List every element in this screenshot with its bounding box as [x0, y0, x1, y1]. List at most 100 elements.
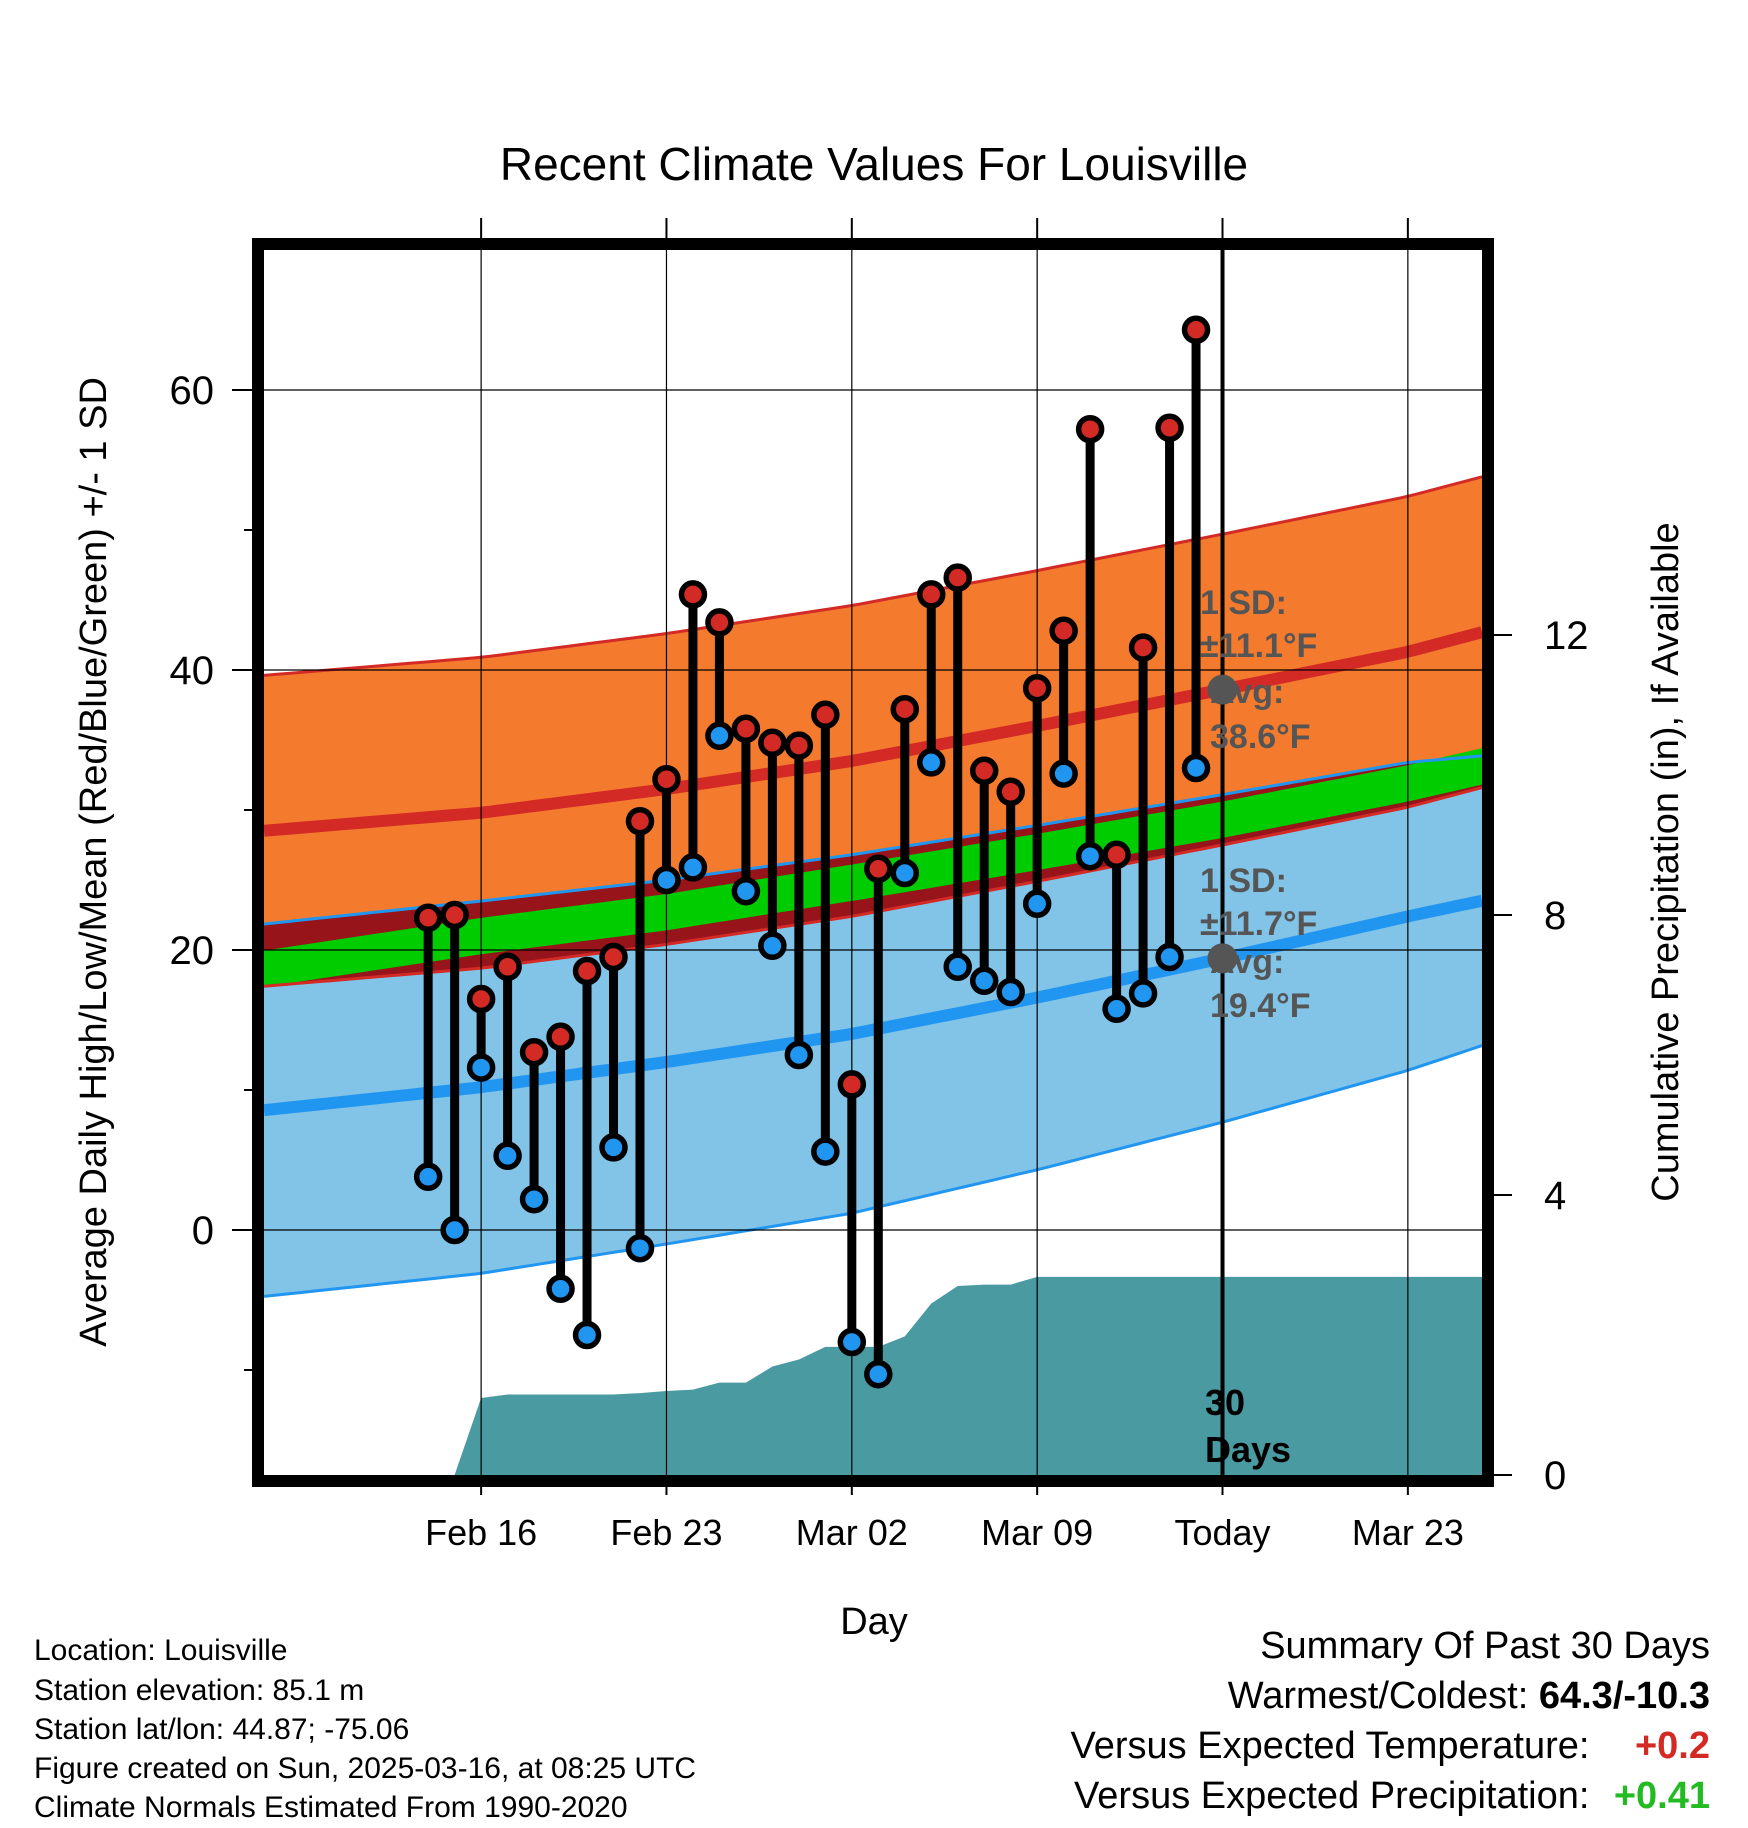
high-temp-point — [678, 580, 708, 609]
high-temp-point — [1181, 315, 1211, 345]
low-avg-value: 19.4°F — [1210, 987, 1311, 1025]
x-tick-label: Mar 02 — [796, 1512, 908, 1553]
high-sd-value: ±11.1°F — [1200, 627, 1317, 665]
high-temp-point — [1128, 633, 1158, 662]
x-tick-label: Mar 23 — [1352, 1512, 1464, 1553]
low-temp-point — [996, 977, 1025, 1007]
summary-temp-row: Versus Expected Temperature: +0.2 — [1071, 1722, 1710, 1770]
summary-warmest-value: 64.3/-10.3 — [1538, 1675, 1710, 1717]
low-temp-point — [1022, 889, 1052, 919]
high-temp-point — [1075, 414, 1105, 444]
low-temp-point — [413, 1162, 443, 1192]
plot-content — [264, 250, 1482, 1475]
low-temp-point — [705, 721, 734, 751]
low-temp-point — [943, 952, 972, 982]
high-avg-marker — [1207, 674, 1238, 705]
days-label-number: 30 — [1205, 1382, 1245, 1423]
y-left-tick-label: 40 — [170, 649, 215, 693]
low-sd-value: ±11.7°F — [1200, 905, 1317, 943]
footer-location: Location: Louisville — [34, 1634, 288, 1667]
high-temp-point — [969, 756, 999, 786]
low-temp-point — [678, 853, 708, 882]
low-temp-point — [572, 1320, 602, 1350]
footer-created: Figure created on Sun, 2025-03-16, at 08… — [34, 1752, 697, 1785]
low-upper-sd-line — [264, 754, 1482, 926]
low-temp-point — [731, 876, 761, 906]
low-temp-point — [784, 1040, 814, 1070]
low-temp-point — [466, 1053, 496, 1082]
low-temp-point — [1102, 994, 1131, 1024]
high-temp-point — [440, 900, 469, 930]
high-temp-point — [996, 777, 1025, 807]
high-upper-sd-line — [264, 475, 1482, 677]
high-temp-point — [837, 1070, 867, 1099]
high-temp-point — [864, 854, 893, 884]
high-temp-point — [572, 956, 602, 986]
high-temp-point — [599, 942, 628, 972]
precip-area — [428, 1276, 1482, 1475]
low-sd-label: 1 SD: — [1200, 862, 1287, 900]
high-temp-point — [519, 1037, 549, 1067]
y-right-tick-label: 8 — [1544, 894, 1566, 938]
x-tick-label: Today — [1174, 1512, 1270, 1553]
footer-elevation: Station elevation: 85.1 m — [34, 1674, 365, 1707]
high-temp-point — [1049, 616, 1078, 646]
footer-normals: Climate Normals Estimated From 1990-2020 — [34, 1791, 628, 1824]
summary-precip-value: +0.41 — [1613, 1775, 1710, 1817]
summary-precip-label: Versus Expected Precipitation: — [1074, 1775, 1590, 1817]
low-temp-point — [599, 1133, 628, 1162]
x-axis-label: Day — [840, 1601, 908, 1643]
high-temp-point — [466, 984, 496, 1014]
low-temp-point — [811, 1137, 840, 1166]
y-right-tick-label: 12 — [1544, 614, 1589, 658]
high-avg-value: 38.6°F — [1210, 718, 1311, 756]
high-normal-line — [264, 626, 1482, 837]
days-label-word: Days — [1205, 1429, 1291, 1470]
summary-precip-row: Versus Expected Precipitation: +0.41 — [1074, 1772, 1710, 1820]
low-temp-point — [917, 748, 946, 777]
y-right-tick-label: 0 — [1544, 1454, 1566, 1498]
annotations: 1 SD: ±11.1°F Avg: 38.6°F 1 SD: ±11.7°F … — [1200, 584, 1317, 1470]
x-tick-label: Mar 09 — [981, 1512, 1093, 1553]
low-temp-point — [864, 1359, 893, 1389]
summary-warmest-row: Warmest/Coldest: 64.3/-10.3 — [1228, 1672, 1710, 1720]
high-sd-label: 1 SD: — [1200, 584, 1287, 622]
summary-temp-label: Versus Expected Temperature: — [1070, 1725, 1590, 1767]
low-temp-point — [1049, 759, 1078, 788]
y-axis-label-right: Cumulative Precipitation (in), If Availa… — [1645, 522, 1687, 1201]
high-temp-point — [1102, 840, 1131, 870]
plot-frame — [252, 238, 1494, 1487]
low-temp-point — [625, 1233, 655, 1263]
low-avg-marker — [1207, 943, 1238, 974]
low-temp-point — [1155, 942, 1184, 972]
low-temp-point — [969, 966, 999, 996]
axes: Feb 16 Feb 23 Mar 02 Mar 09 Today Mar 2302040… — [170, 218, 1589, 1553]
high-temp-point — [493, 952, 522, 982]
summary-heading: Summary Of Past 30 Days — [1260, 1625, 1710, 1667]
summary-temp-value: +0.2 — [1634, 1725, 1710, 1767]
low-temp-point — [890, 858, 920, 888]
low-temp-point — [546, 1274, 575, 1304]
chart-title: Recent Climate Values For Louisville — [500, 138, 1248, 190]
footer-latlon: Station lat/lon: 44.87; -75.06 — [34, 1713, 410, 1746]
low-lower-sd-line — [264, 1044, 1482, 1298]
low-temp-point — [652, 865, 681, 895]
high-sd-band — [264, 476, 1482, 987]
high-temp-point — [652, 764, 681, 794]
low-normal-line — [264, 894, 1482, 1117]
low-temp-point — [758, 931, 787, 961]
low-temp-point — [1128, 979, 1158, 1008]
high-temp-point — [811, 700, 840, 730]
high-temp-point — [705, 608, 734, 637]
low-temp-point — [837, 1327, 867, 1357]
high-temp-point — [943, 563, 972, 592]
x-tick-label: Feb 16 — [425, 1512, 537, 1553]
low-avg-label: Avg: — [1210, 943, 1284, 981]
y-right-tick-label: 4 — [1544, 1174, 1566, 1218]
high-temp-point — [917, 580, 946, 609]
high-temp-point — [784, 731, 814, 760]
high-lower-sd-line — [264, 786, 1482, 988]
high-temp-point — [625, 806, 655, 836]
low-temp-point — [1181, 753, 1211, 783]
